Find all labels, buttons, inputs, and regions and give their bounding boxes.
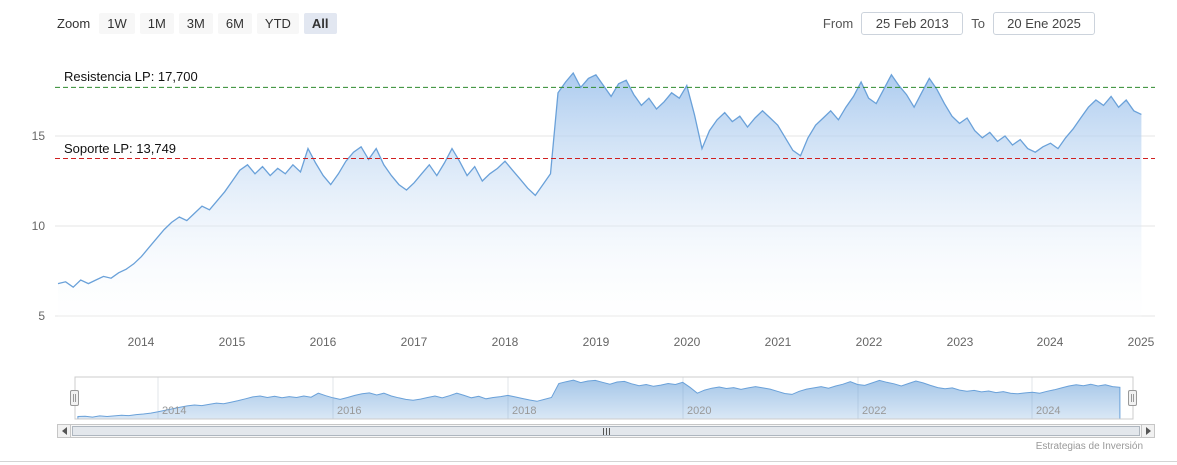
- navigator-year-label: 2024: [1036, 405, 1060, 417]
- resistance-label: Resistencia LP: 17,700: [64, 69, 198, 85]
- price-line-series[interactable]: [57, 71, 1142, 289]
- scrollbar: [57, 424, 1155, 438]
- zoom-button-1m[interactable]: 1M: [139, 13, 174, 34]
- zoom-label: Zoom: [57, 16, 91, 31]
- to-date-input[interactable]: 20 Ene 2025: [993, 12, 1095, 35]
- navigator-year-label: 2020: [687, 405, 711, 417]
- x-axis-tick-label: 2018: [492, 335, 519, 349]
- scrollbar-left-arrow[interactable]: [57, 424, 71, 438]
- zoom-button-all[interactable]: All: [303, 13, 337, 34]
- right-arrow-icon: [1145, 427, 1151, 435]
- from-date-input[interactable]: 25 Feb 2013: [861, 12, 964, 35]
- zoom-button-6m[interactable]: 6M: [217, 13, 252, 34]
- x-axis-tick-label: 2023: [947, 335, 974, 349]
- range-zoom-toolbar: Zoom 1W 1M 3M 6M YTD All: [57, 13, 337, 34]
- from-label: From: [822, 16, 854, 31]
- scrollbar-thumb[interactable]: [72, 426, 1140, 436]
- x-axis-tick-label: 2020: [674, 335, 701, 349]
- y-axis-tick-label: 10: [32, 219, 46, 233]
- zoom-button-ytd[interactable]: YTD: [256, 13, 299, 34]
- bottom-divider: [0, 461, 1177, 462]
- price-area-fill: [58, 73, 1142, 325]
- left-arrow-icon: [61, 427, 67, 435]
- navigator-year-label: 2016: [337, 405, 361, 417]
- x-axis-tick-label: 2016: [310, 335, 337, 349]
- scrollbar-track[interactable]: [71, 424, 1141, 438]
- navigator-year-label: 2014: [162, 405, 186, 417]
- navigator-year-label: 2022: [862, 405, 886, 417]
- x-axis-tick-label: 2022: [856, 335, 883, 349]
- navigator-area-series[interactable]: [77, 379, 1121, 420]
- x-axis-tick-label: 2017: [401, 335, 428, 349]
- y-axis-tick-label: 5: [38, 309, 45, 323]
- to-label: To: [971, 16, 985, 31]
- x-axis-tick-label: 2025: [1128, 335, 1155, 349]
- zoom-button-1w[interactable]: 1W: [99, 13, 135, 34]
- navigator-year-label: 2018: [512, 405, 536, 417]
- x-axis-tick-label: 2024: [1037, 335, 1064, 349]
- support-label: Soporte LP: 13,749: [64, 140, 177, 156]
- y-axis-tick-label: 15: [32, 129, 46, 143]
- x-axis-tick-label: 2021: [765, 335, 792, 349]
- navigator-handle-left[interactable]: [70, 390, 79, 406]
- navigator-handle-right[interactable]: [1128, 390, 1137, 406]
- x-axis-tick-label: 2019: [583, 335, 610, 349]
- credit-link[interactable]: Estrategias de Inversión: [1035, 441, 1143, 452]
- scrollbar-right-arrow[interactable]: [1141, 424, 1155, 438]
- zoom-button-3m[interactable]: 3M: [178, 13, 213, 34]
- x-axis-tick-label: 2014: [128, 335, 155, 349]
- date-range-inputs: From 25 Feb 2013 To 20 Ene 2025: [823, 12, 1095, 35]
- x-axis-tick-label: 2015: [219, 335, 246, 349]
